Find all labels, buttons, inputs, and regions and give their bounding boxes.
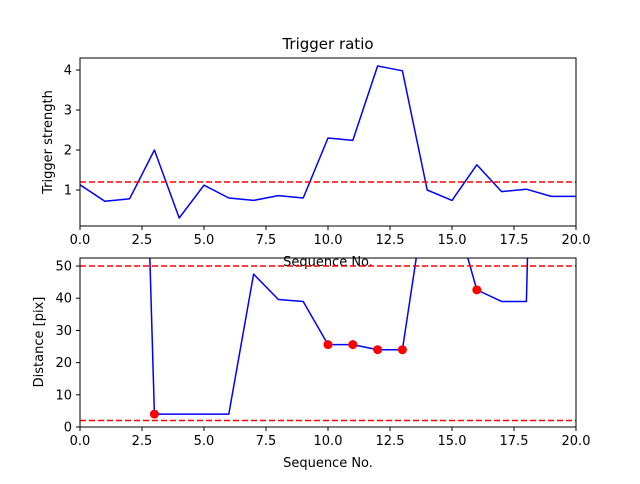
x-tick-label: 10.0 bbox=[314, 434, 343, 449]
y-tick-label: 3 bbox=[64, 104, 72, 119]
x-tick-label: 15.0 bbox=[438, 233, 467, 248]
y-tick-label: 0 bbox=[64, 421, 72, 436]
x-tick-label: 10.0 bbox=[314, 233, 343, 248]
y-tick-label: 10 bbox=[55, 388, 72, 403]
y-tick-label: 50 bbox=[55, 260, 72, 275]
x-tick-label: 0.0 bbox=[70, 434, 91, 449]
y-tick-label: 4 bbox=[64, 64, 72, 79]
x-tick-label: 12.5 bbox=[376, 233, 405, 248]
x-tick-label: 15.0 bbox=[438, 434, 467, 449]
x-tick-label: 0.0 bbox=[70, 233, 91, 248]
chart-title: Trigger ratio bbox=[281, 35, 373, 53]
y-tick-label: 20 bbox=[55, 356, 72, 371]
distance-chart: 0.0 2.5 5.0 7.5 10.0 12.5 15.0 17.5 20.0 0 10 20 30 4… bbox=[32, 257, 591, 471]
x-tick-label: 5.0 bbox=[194, 434, 215, 449]
x-tick-label: 2.5 bbox=[132, 434, 153, 449]
x-tick-label: 2.5 bbox=[132, 233, 153, 248]
x-tick-label: 7.5 bbox=[256, 233, 277, 248]
x-tick-label: 7.5 bbox=[256, 434, 277, 449]
y-tick-label: 2 bbox=[64, 144, 72, 159]
x-tick-label: 5.0 bbox=[194, 233, 215, 248]
x-tick-label: 20.0 bbox=[562, 434, 591, 449]
y-tick-label: 1 bbox=[64, 184, 72, 199]
series-line bbox=[149, 258, 529, 415]
x-tick-label: 20.0 bbox=[562, 233, 591, 248]
y-axis-label: Trigger strength bbox=[41, 90, 56, 195]
y-axis-label: Distance [pix] bbox=[32, 297, 47, 388]
x-tick-label: 17.5 bbox=[500, 233, 529, 248]
x-tick-label: 17.5 bbox=[500, 434, 529, 449]
series-line bbox=[80, 65, 576, 219]
data-point-marker bbox=[348, 340, 358, 350]
data-point-marker bbox=[149, 409, 159, 419]
y-tick-label: 30 bbox=[55, 324, 72, 339]
x-axis-label: Sequence No. bbox=[283, 456, 373, 471]
trigger-ratio-chart: Trigger ratio 0.0 2.5 5.0 7.5 10.0 12.5 15.0 17… bbox=[41, 35, 590, 270]
x-tick-label: 12.5 bbox=[376, 434, 405, 449]
data-point-marker bbox=[472, 285, 482, 295]
data-point-marker bbox=[373, 345, 383, 355]
data-point-marker bbox=[323, 340, 333, 350]
plot-frame bbox=[79, 57, 577, 227]
data-point-marker bbox=[397, 345, 407, 355]
y-tick-label: 40 bbox=[55, 292, 72, 307]
